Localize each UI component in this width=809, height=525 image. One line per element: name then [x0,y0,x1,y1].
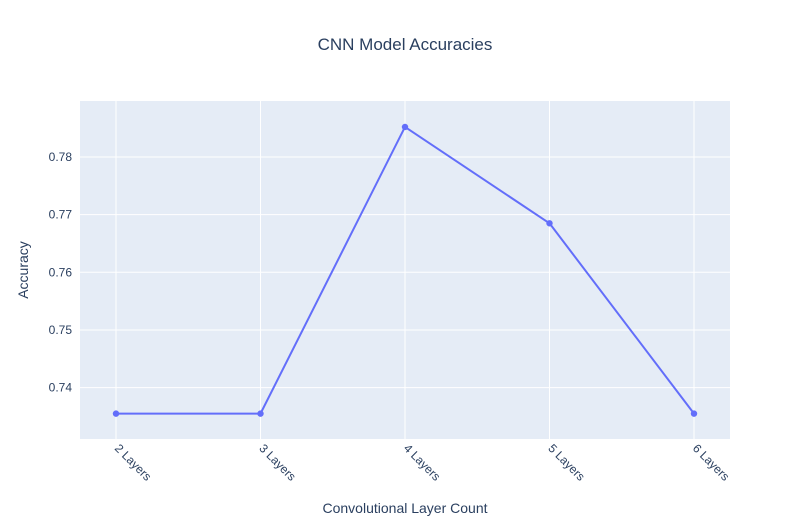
y-tick-label: 0.75 [49,323,73,337]
data-point[interactable] [112,410,120,417]
y-tick-label: 0.78 [49,150,73,164]
x-tick-label: 2 Layers [112,441,154,483]
x-tick-label: 3 Layers [256,441,298,483]
data-point[interactable] [257,410,264,417]
data-point[interactable] [546,220,553,227]
y-tick-label: 0.74 [49,381,73,395]
data-point[interactable] [690,410,698,417]
y-axis-title: Accuracy [15,241,31,299]
x-tick-labels: 2 Layers 3 Layers 4 Layers 5 Layers 6 Layers [112,441,732,483]
y-tick-label: 0.77 [49,208,73,222]
chart-title: CNN Model Accuracies [318,35,493,54]
x-tick-label: 6 Layers [690,441,732,483]
y-tick-labels: 0.74 0.75 0.76 0.77 0.78 [49,150,73,395]
x-tick-label: 5 Layers [545,441,587,483]
x-tick-label: 4 Layers [401,441,443,483]
grid-lines [80,101,730,439]
series-layer [112,123,698,417]
y-tick-label: 0.76 [49,265,73,279]
x-axis-title: Convolutional Layer Count [323,500,488,516]
data-point[interactable] [401,123,409,131]
